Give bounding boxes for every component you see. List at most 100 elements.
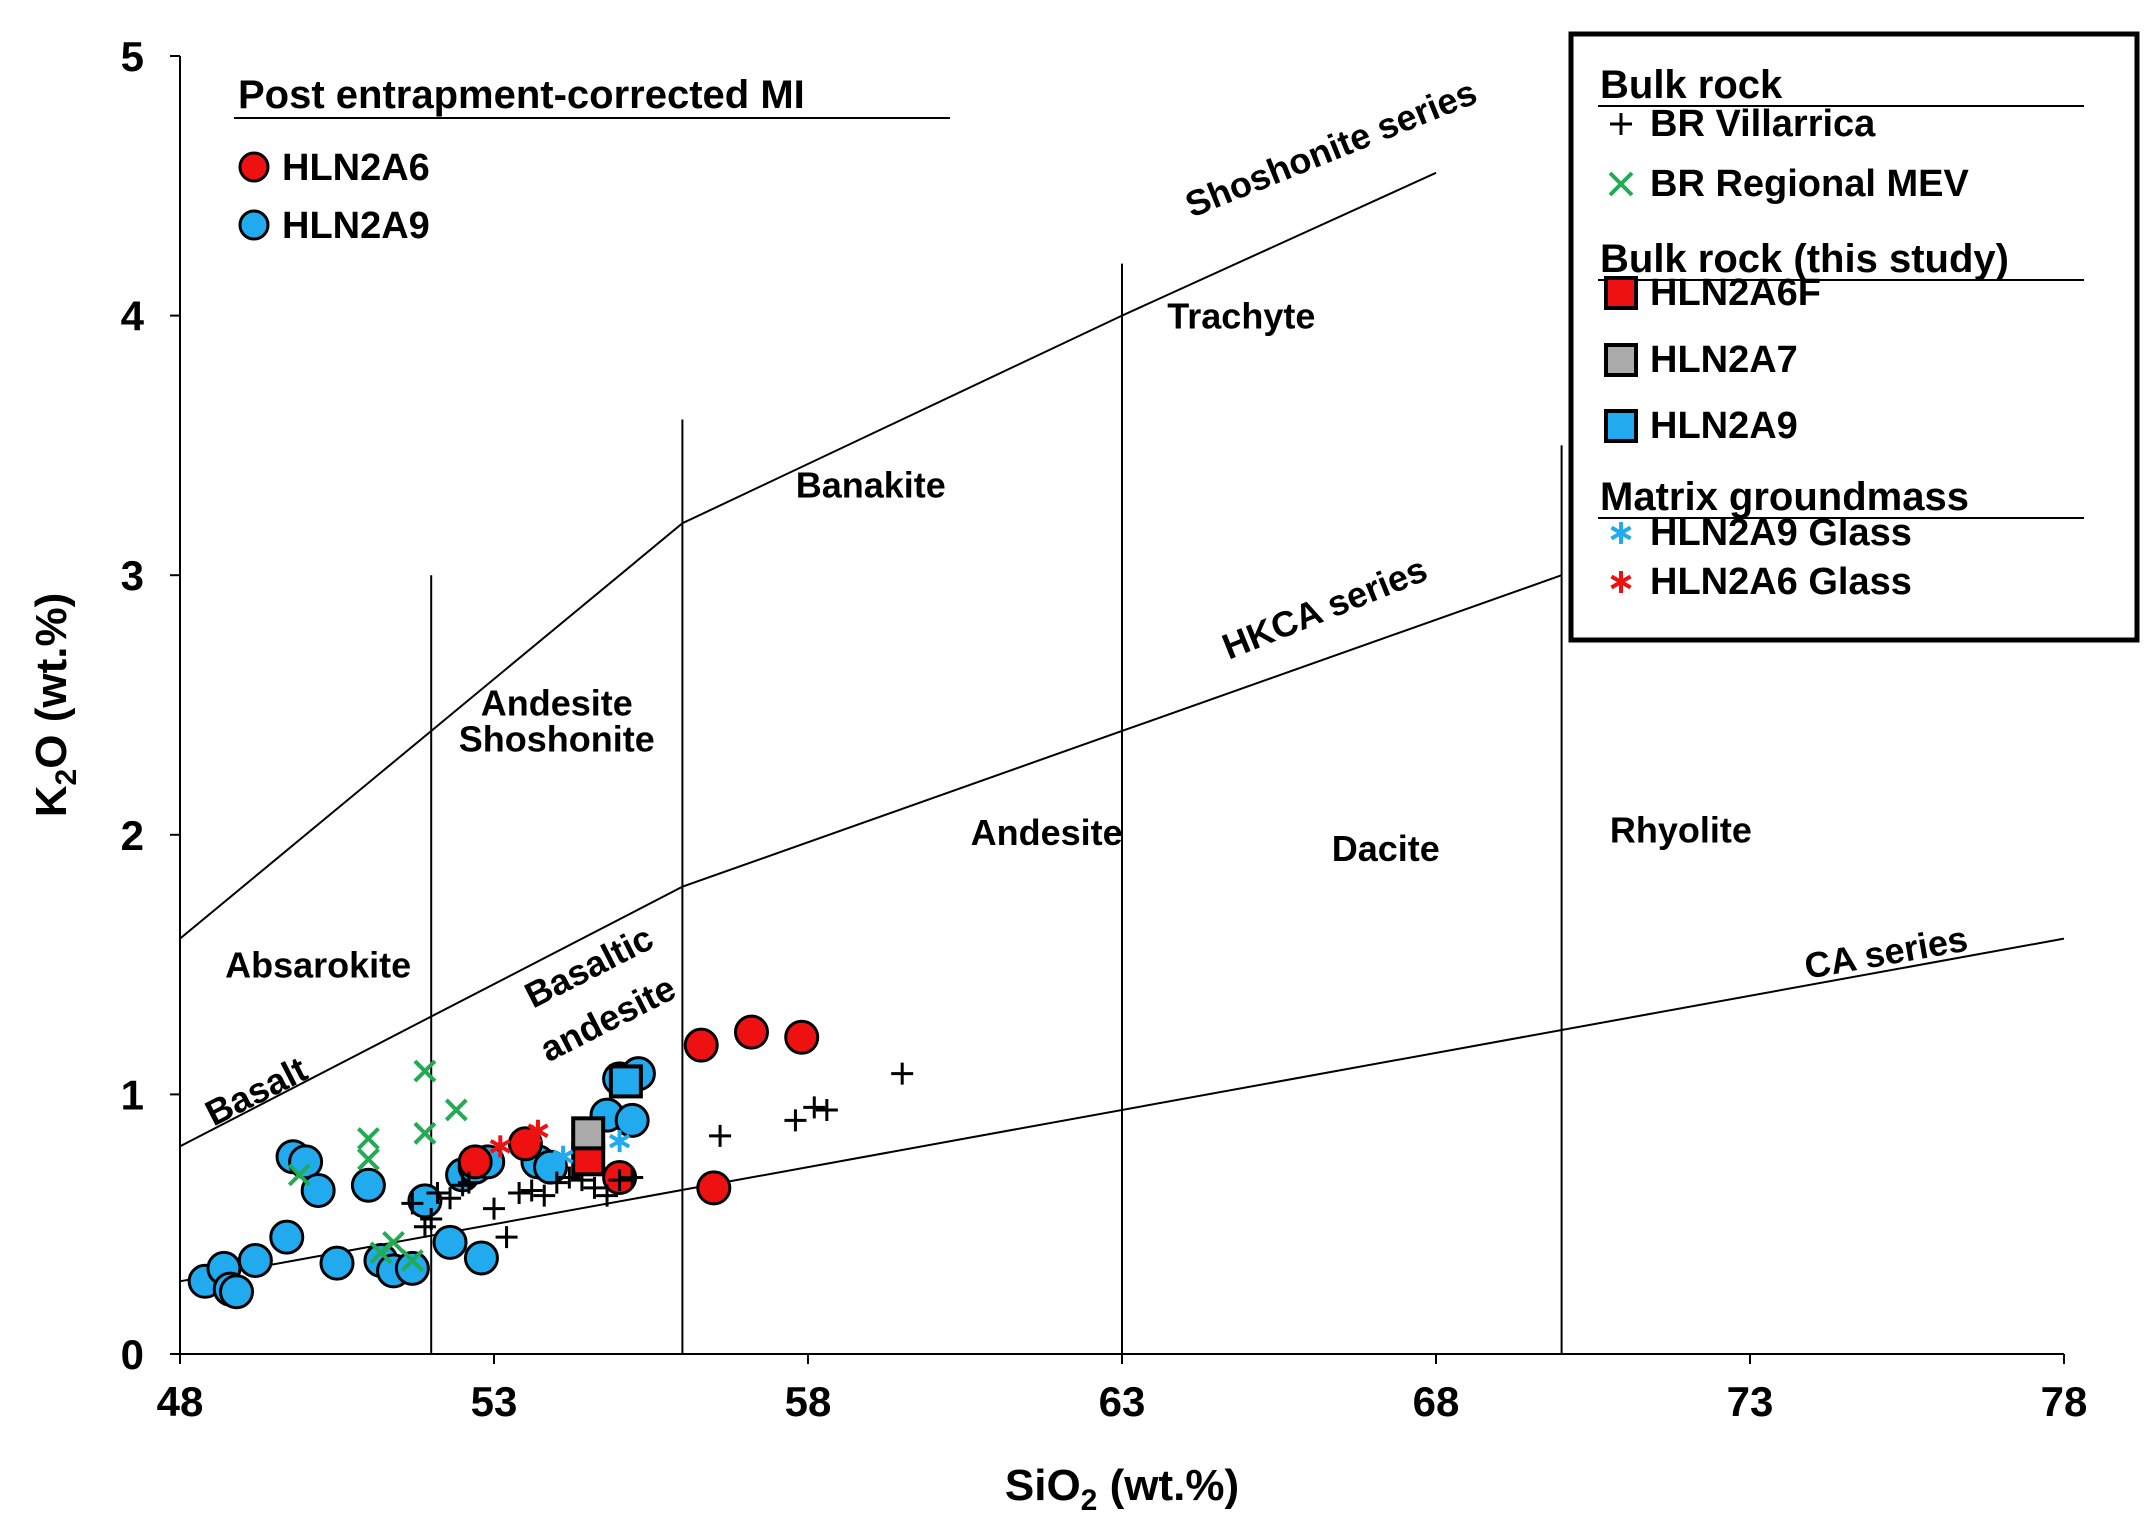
x-tick-label: 68 [1413, 1378, 1460, 1425]
br-villarrica-plus-point [495, 1226, 518, 1249]
legend-group-title: Bulk rock [1600, 63, 1783, 107]
field-label: Shoshonite [459, 719, 655, 760]
hln2a7-square-point [571, 1116, 606, 1151]
y-tick-label: 0 [121, 1331, 144, 1378]
br-villarrica-plus-point [508, 1182, 531, 1205]
hln2a9-square-point [608, 1064, 643, 1099]
data-points [187, 1014, 914, 1310]
legend-left-title: Post entrapment-corrected MI [238, 73, 805, 117]
br-villarrica-plus-point [439, 1187, 462, 1210]
hln2a9-glass-asterisk-point [552, 1145, 574, 1168]
legend-item-label: HLN2A6 Glass [1650, 561, 1912, 603]
hln2a9-circle-point [237, 1243, 273, 1279]
x-tick-label: 58 [785, 1378, 832, 1425]
legend-item-label: HLN2A9 [1650, 405, 1798, 447]
hln2a9-circle-point [394, 1250, 430, 1286]
legend-item-label: HLN2A9 Glass [1650, 512, 1912, 554]
br-villarrica-plus-point [426, 1182, 449, 1205]
br-villarrica-plus-point [803, 1096, 826, 1119]
hln2a6-circle-point [683, 1027, 719, 1063]
br-villarrica-plus-point [520, 1179, 543, 1202]
legend-marker-hln2a6f [1604, 276, 1638, 310]
legend-marker-hln2a9-glass [1610, 522, 1632, 544]
hln2a9-circle-point [288, 1144, 324, 1180]
field-label: Absarokite [225, 945, 411, 986]
br-regional-mev-x-point [444, 1098, 468, 1122]
x-tick-label: 63 [1099, 1378, 1146, 1425]
x-axis-label: SiO2 (wt.%) [1005, 1461, 1239, 1514]
hln2a6-circle-point [696, 1170, 732, 1206]
series-label: CA series [1801, 918, 1970, 987]
br-villarrica-plus-point [558, 1166, 581, 1189]
legend-marker-br-regional-mev [1608, 171, 1634, 197]
hln2a9-circle-point [219, 1274, 255, 1310]
hln2a6-circle-point [733, 1014, 769, 1050]
hln2a9-circle-point [300, 1172, 336, 1208]
field-label: Dacite [1332, 828, 1440, 869]
field-label: Andesite [971, 812, 1123, 853]
legend-marker-hln2a7 [1604, 343, 1638, 377]
legend-item-label: HLN2A9 [282, 205, 430, 247]
br-villarrica-plus-point [596, 1184, 619, 1207]
br-regional-mev-x-point [400, 1249, 424, 1272]
field-label: Trachyte [1167, 296, 1315, 337]
field-label: Banakite [796, 464, 946, 505]
x-tick-label: 78 [2041, 1378, 2088, 1425]
y-tick-label: 3 [121, 552, 144, 599]
legend-marker-hln2a9 [238, 209, 270, 241]
hln2a9-circle-point [319, 1245, 355, 1281]
legend-marker-br-villarrica [1610, 113, 1632, 135]
legend-melt-inclusions: Post entrapment-corrected MI HLN2A6 HLN2A9 [234, 73, 950, 247]
x-tick-label: 48 [157, 1378, 204, 1425]
shoshonite-boundary [179, 171, 1437, 940]
br-villarrica-plus-point [533, 1184, 556, 1207]
br-villarrica-plus-point [583, 1176, 606, 1199]
field-label: Andesite [481, 682, 633, 723]
br-villarrica-plus-point [621, 1166, 644, 1189]
x-tick-label: 53 [471, 1378, 518, 1425]
series-label: HKCA series [1216, 548, 1432, 667]
br-villarrica-plus-point [891, 1062, 914, 1085]
hln2a9-circle-point [463, 1240, 499, 1276]
legend-marker-hln2a6-glass [1610, 571, 1632, 593]
legend-marker-hln2a6 [238, 151, 270, 183]
legend-item-label: HLN2A6 [282, 147, 430, 189]
hln2a9-circle-point [350, 1167, 386, 1203]
legend-group-title: Bulk rock (this study) [1600, 237, 2009, 281]
y-tick-label: 2 [121, 812, 144, 859]
legend-item-label: HLN2A7 [1650, 339, 1798, 381]
legend-item-label: HLN2A6F [1650, 272, 1821, 314]
classification-boundaries [179, 171, 2065, 1354]
hln2a9-circle-point [269, 1219, 305, 1255]
br-villarrica-plus-point [457, 1171, 480, 1194]
series-label: Basalt [199, 1048, 314, 1134]
hln2a9-circle-point [432, 1224, 468, 1260]
legend-item-label: BR Villarrica [1650, 103, 1876, 145]
hln2a9-glass-asterisk-point [609, 1130, 631, 1153]
y-tick-label: 1 [121, 1071, 144, 1118]
hln2a6-circle-point [784, 1019, 820, 1055]
legend-box [1568, 31, 2140, 643]
series-label: Shoshonite series [1179, 71, 1482, 225]
br-regional-mev-x-point [356, 1127, 380, 1150]
br-regional-mev-x-point [413, 1059, 437, 1083]
br-regional-mev-x-point [287, 1163, 311, 1187]
br-regional-mev-x-point [356, 1147, 380, 1171]
br-villarrica-plus-point [545, 1171, 568, 1194]
x-tick-label: 73 [1727, 1378, 1774, 1425]
br-villarrica-plus-point [815, 1098, 838, 1121]
br-villarrica-plus-point [401, 1192, 424, 1215]
legend-item-label: BR Regional MEV [1650, 163, 1969, 205]
y-tick-label: 5 [121, 33, 144, 80]
hln2a9-circle-point [614, 1102, 650, 1138]
br-regional-mev-x-point [413, 1121, 437, 1145]
br-villarrica-plus-point [709, 1124, 732, 1147]
br-villarrica-plus-point [483, 1197, 505, 1220]
br-regional-mev-x-point [382, 1230, 405, 1254]
br-villarrica-plus-point [784, 1109, 807, 1132]
hln2a6-glass-asterisk-point [527, 1119, 549, 1142]
field-label: Rhyolite [1610, 810, 1752, 851]
legend-marker-hln2a9 [1604, 409, 1638, 443]
